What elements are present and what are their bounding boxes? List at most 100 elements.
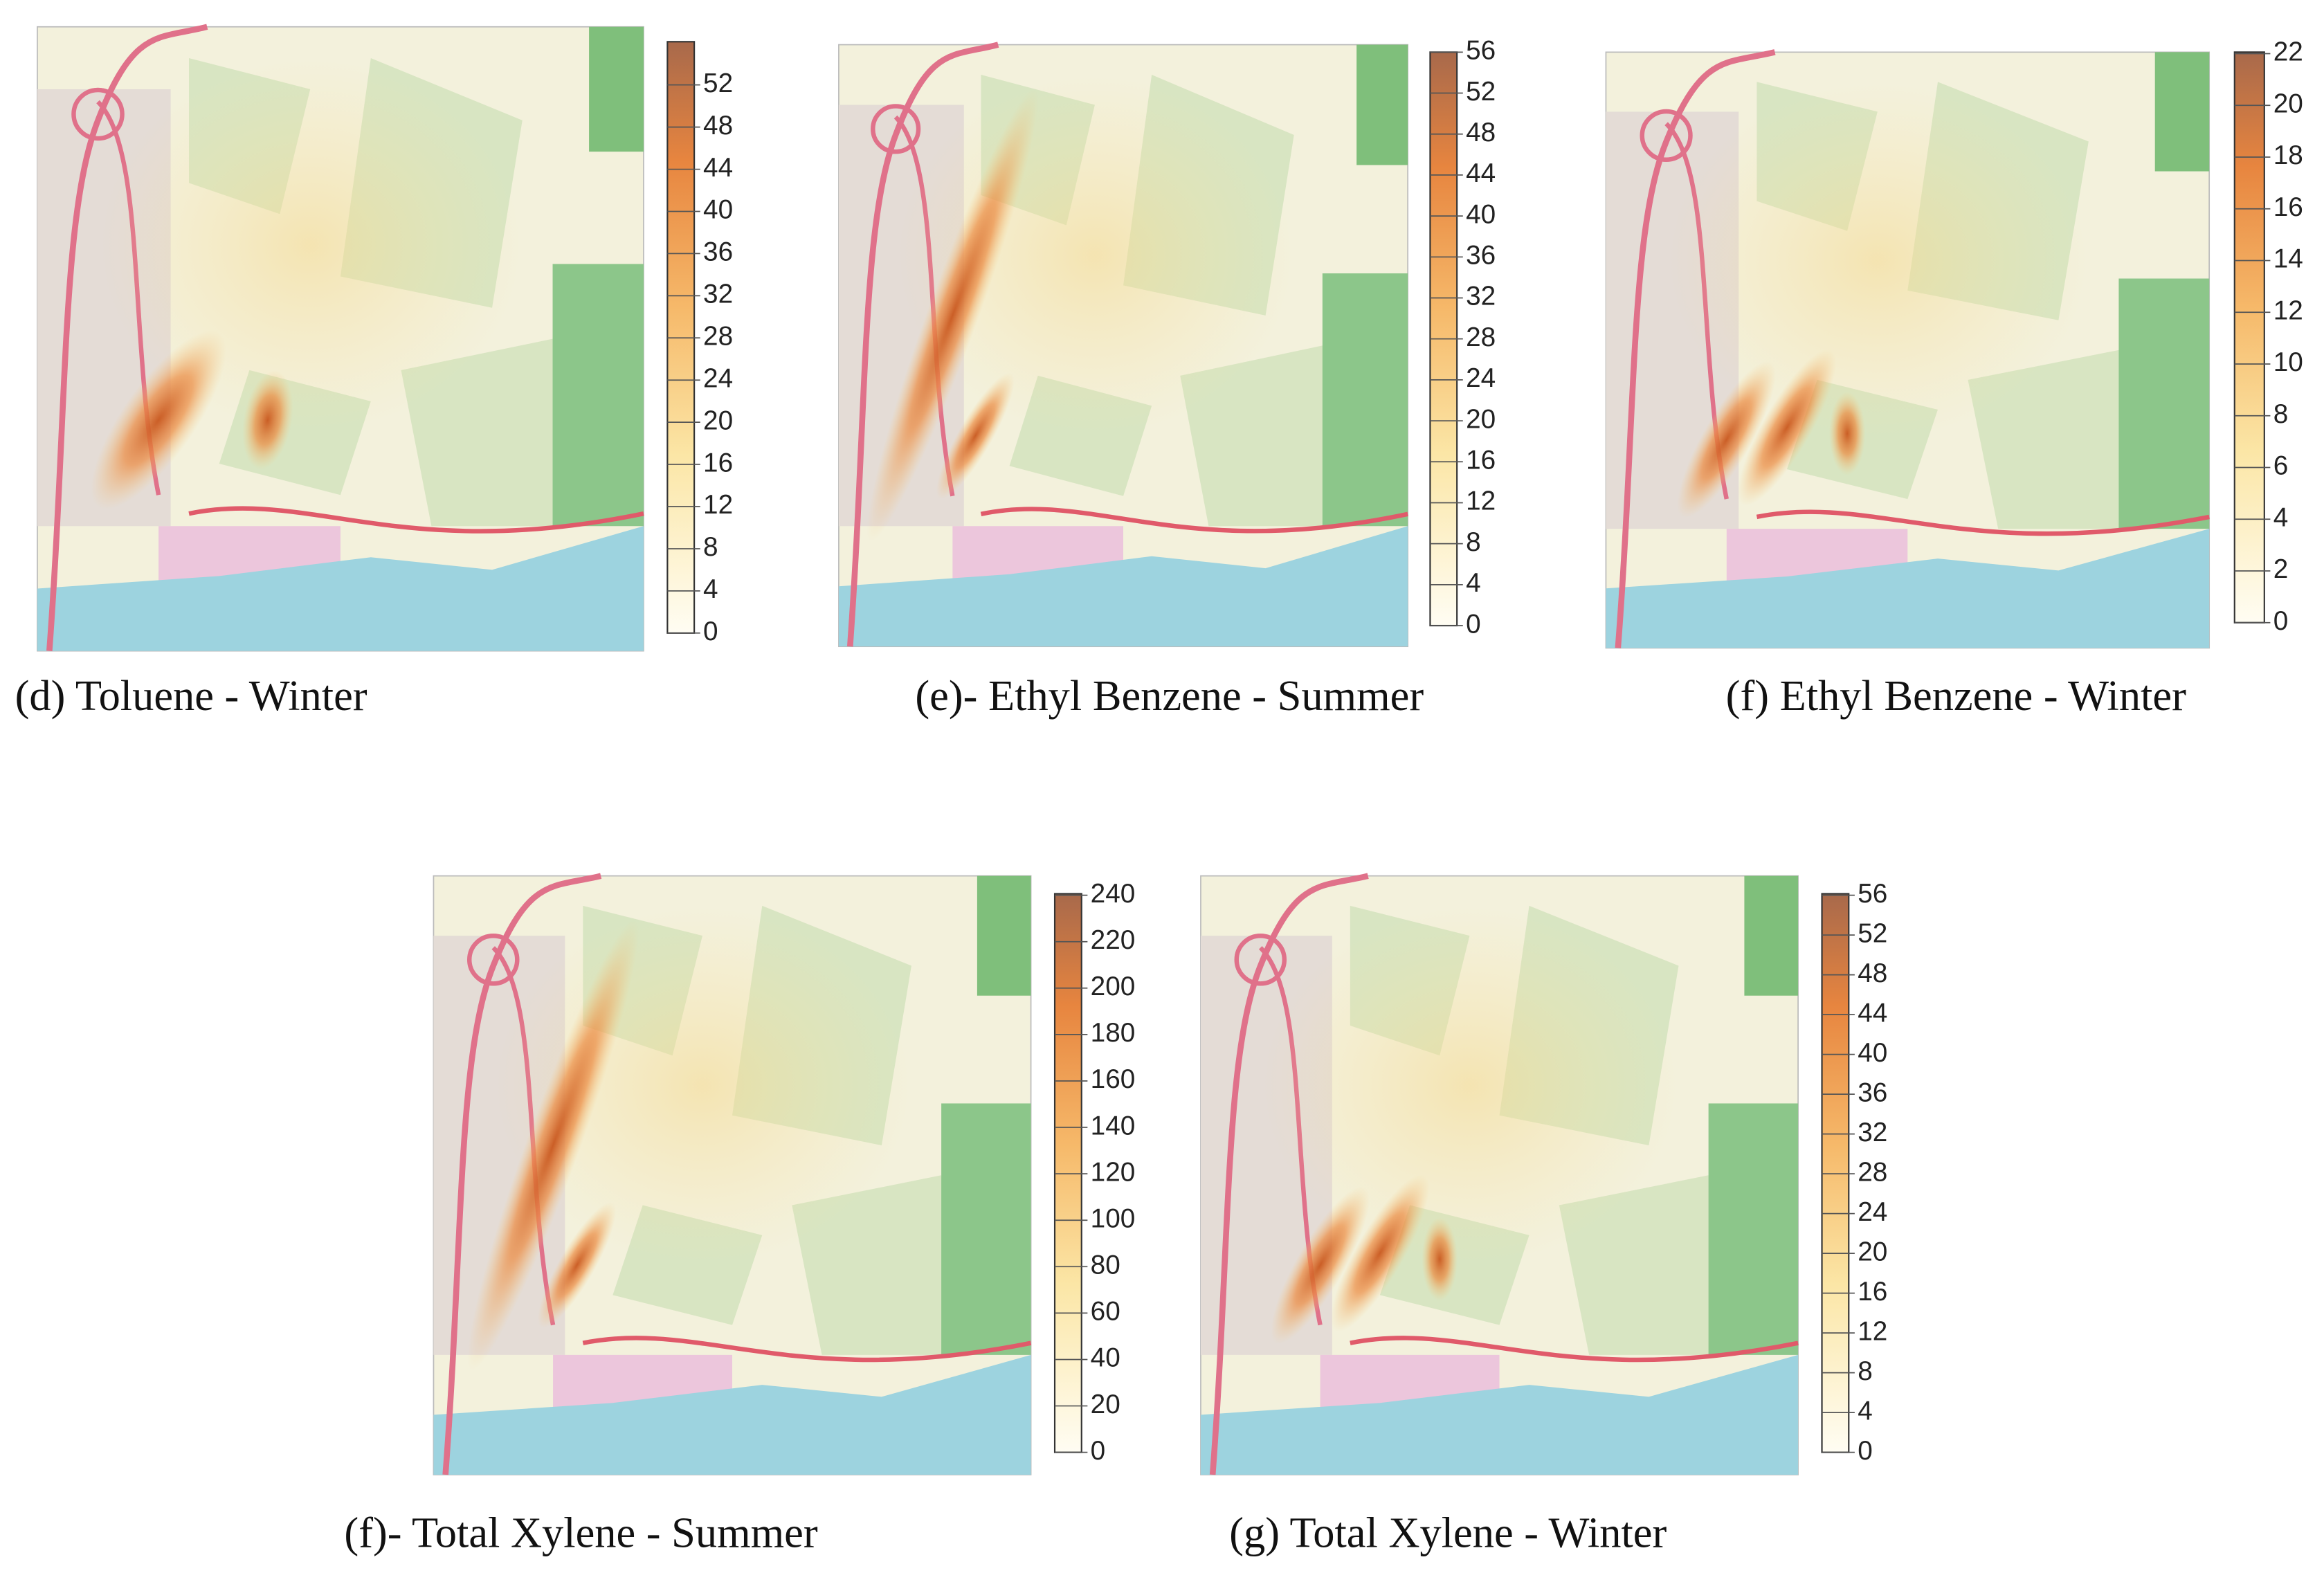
colorbar-tick-label: 4 [1858,1396,1873,1426]
park-strip [1322,273,1408,527]
colorbar [1821,893,1850,1453]
colorbar-tick-label: 32 [703,280,733,309]
coastal-road [1756,509,2210,536]
colorbar-tick-label: 10 [2273,347,2303,377]
colorbar-tick-label: 2 [2273,554,2289,584]
colorbar-tick-label: 8 [703,532,718,562]
colorbar-tick-label: 240 [1091,879,1136,909]
colorbar-tick-label: 40 [1858,1038,1887,1068]
colorbar-tick-label: 4 [703,574,718,604]
coastal-road [582,1336,1032,1363]
park-strip [2118,278,2210,529]
colorbar-tick-label: 20 [1091,1390,1120,1419]
colorbar-tick-label: 140 [1091,1111,1136,1140]
concentration-plume [1737,349,1837,506]
sea [37,526,644,651]
coastal-road [188,506,644,534]
concentration-plume [91,330,227,510]
colorbar-tick-label: 44 [1466,158,1496,188]
colorbar-tick-label: 32 [1858,1118,1887,1147]
colorbar-tick-label: 52 [703,69,733,98]
concentration-plume [1828,392,1866,475]
colorbar-tick-label: 28 [1858,1157,1887,1187]
park-strip [977,875,1031,996]
colorbar-tick-label: 60 [1091,1297,1120,1327]
coastal-road [980,507,1408,534]
colorbar-tick-label: 20 [1858,1237,1887,1266]
colorbar-tick-label: 12 [1466,487,1496,516]
colorbar-tick-label: 180 [1091,1018,1136,1048]
colorbar-tick-label: 16 [703,448,733,478]
park-strip [941,1103,1031,1355]
sea [1200,1354,1799,1475]
highway [1209,873,1369,1475]
colorbar-tick-label: 40 [1091,1343,1120,1373]
colorbar [2233,51,2265,624]
colorbar-tick-label: 20 [2273,89,2303,118]
colorbar-tick-label: 52 [1466,77,1496,107]
colorbar-tick-label: 20 [1466,404,1496,434]
sea [433,1354,1031,1475]
concentration-plume [242,370,293,470]
interchange [1234,934,1287,986]
colorbar-tick-label: 40 [703,195,733,225]
colorbar-tick-label: 220 [1091,925,1136,955]
colorbar-tick-label: 36 [1466,241,1496,271]
interchange [1640,109,1693,162]
park-strip [1708,1103,1799,1355]
sea [1606,529,2210,648]
colorbar-tick-label: 160 [1091,1064,1136,1094]
colorbar-tick-label: 44 [1858,998,1887,1028]
colorbar-tick-label: 0 [1466,609,1481,639]
colorbar-tick-label: 52 [1858,918,1887,948]
sea [838,526,1408,647]
concentration-plume [1271,1186,1370,1344]
park-strip [589,26,644,152]
colorbar-tick-label: 24 [1858,1197,1887,1227]
colorbar-tick-label: 100 [1091,1203,1136,1233]
park-strip [1356,44,1408,165]
map-panel: 0 20 40 60 80 100 120 140 160 180 200 220 240 (f)- To… [344,873,1136,1557]
colorbar-tick-label: 24 [703,363,733,393]
colorbar-tick-label: 14 [2273,244,2303,274]
colorbar-tick-label: 48 [1858,958,1887,988]
colorbar-tick-label: 12 [703,490,733,520]
map-panel: 0 2 4 6 8 10 12 14 16 18 20 22 (f) Ethyl Benzene - W… [1605,37,2303,720]
colorbar-tick-label: 0 [1091,1436,1106,1466]
colorbar-tick-label: 16 [1858,1277,1887,1307]
colorbar-tick-label: 16 [1466,445,1496,475]
concentration-plume [936,372,1015,500]
colorbar-tick-label: 48 [1466,118,1496,147]
concentration-haze [1666,82,2089,439]
panel-caption: (e)- Ethyl Benzene - Summer [915,671,1424,720]
panel-caption: (f)- Total Xylene - Summer [344,1509,817,1557]
concentration-haze [1260,905,1679,1266]
colorbar-tick-label: 8 [1466,527,1481,557]
concentration-plume [866,89,1039,542]
colorbar-tick-label: 28 [703,322,733,352]
colorbar-tick-label: 4 [1466,568,1481,598]
highway [46,24,208,651]
colorbar-tick-label: 36 [1858,1078,1887,1107]
colorbar-tick-label: 4 [2273,502,2289,532]
highway [442,873,602,1475]
colorbar-tick-label: 40 [1466,199,1496,229]
colorbar-tick-label: 0 [703,617,718,646]
colorbar-tick-label: 24 [1466,363,1496,393]
colorbar-tick-label: 120 [1091,1157,1136,1187]
highway [846,42,999,647]
coastal-road [1350,1336,1799,1363]
park-strip [552,264,644,527]
colorbar-tick-label: 48 [703,111,733,140]
colorbar-tick-label: 8 [1858,1356,1873,1386]
colorbar [1053,893,1082,1453]
concentration-plume [467,920,639,1371]
panel-caption: (g) Total Xylene - Winter [1229,1509,1667,1557]
colorbar-tick-label: 28 [1466,322,1496,352]
colorbar-tick-label: 56 [1858,879,1887,909]
interchange [71,87,125,141]
